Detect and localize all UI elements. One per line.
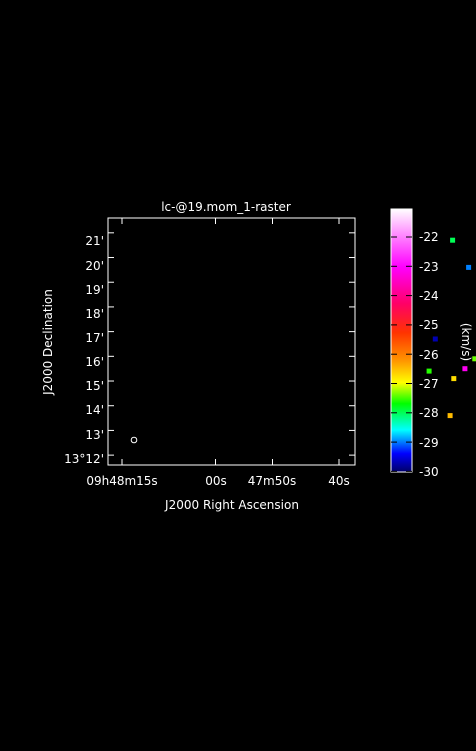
raster-pixel <box>451 376 457 382</box>
y-tick-label: 17' <box>85 331 104 345</box>
raster-pixel <box>426 368 432 374</box>
raster-pixel <box>450 237 456 243</box>
y-axis-label: J2000 Declination <box>41 289 55 396</box>
plot-frame <box>107 217 356 466</box>
colorbar-tick-label: -24 <box>419 289 439 303</box>
y-tick-label: 13' <box>85 428 104 442</box>
y-tick-label: 15' <box>85 379 104 393</box>
y-tick-label: 20' <box>85 259 104 273</box>
x-tick-label: 47m50s <box>248 474 296 488</box>
x-tick-label: 09h48m15s <box>86 474 157 488</box>
raster-pixel <box>432 336 438 342</box>
y-tick-label: 18' <box>85 307 104 321</box>
colorbar <box>390 208 413 473</box>
colorbar-tick-label: -29 <box>419 436 439 450</box>
colorbar-tick-label: -25 <box>419 318 439 332</box>
colorbar-tick-label: -23 <box>419 260 439 274</box>
y-tick-label: 16' <box>85 355 104 369</box>
axis-ticks <box>108 218 355 465</box>
raster-pixels <box>426 237 476 419</box>
colorbar-label: (km/s) <box>459 323 473 361</box>
y-tick-label: 21' <box>85 234 104 248</box>
beam-marker <box>130 436 138 444</box>
colorbar-tick-label: -27 <box>419 377 439 391</box>
raster-pixel <box>462 366 468 372</box>
chart-title: lc-@19.mom_1-raster <box>161 200 291 214</box>
x-tick-label: 40s <box>328 474 350 488</box>
x-tick-label: 00s <box>205 474 227 488</box>
colorbar-tick-label: -22 <box>419 230 439 244</box>
raster-pixel <box>472 356 476 362</box>
raster-pixel <box>447 413 453 419</box>
y-tick-label: 13°12' <box>64 452 104 466</box>
colorbar-tick-label: -30 <box>419 465 439 479</box>
x-axis-label: J2000 Right Ascension <box>164 498 299 512</box>
y-tick-label: 19' <box>85 283 104 297</box>
raster-pixel <box>466 264 472 270</box>
colorbar-tick-label: -26 <box>419 348 439 362</box>
y-tick-label: 14' <box>85 403 104 417</box>
colorbar-tick-label: -28 <box>419 406 439 420</box>
colorbar-ticks <box>391 236 412 472</box>
